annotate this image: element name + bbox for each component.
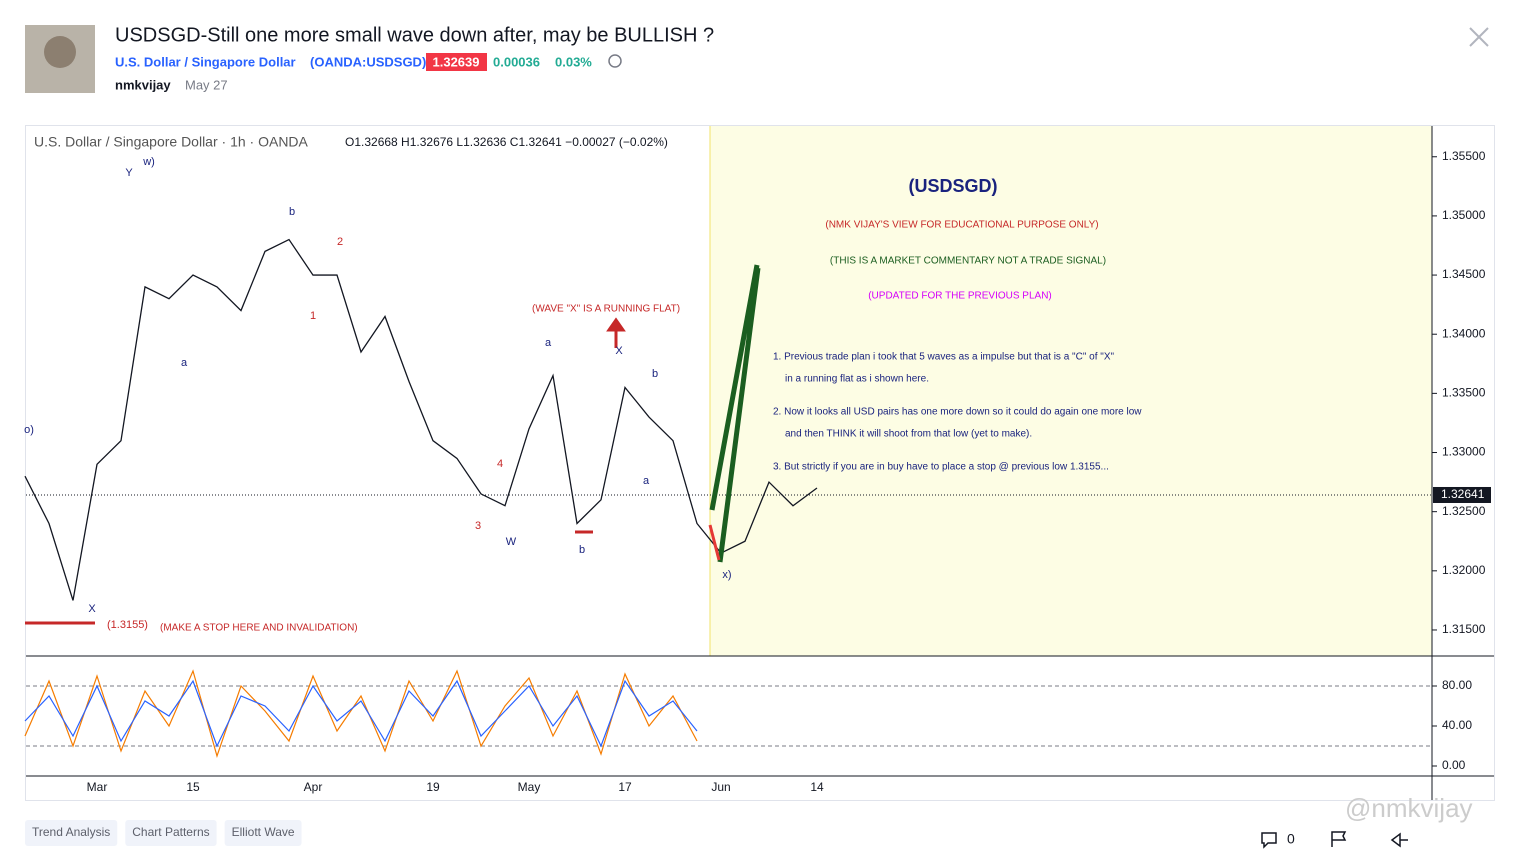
annotation: (1.3155) [107,619,148,631]
tag[interactable] [224,820,302,846]
y-tick-label: 80.00 [1442,678,1472,692]
wave-label: 1 [310,310,316,322]
x-tick-label: 15 [186,780,200,794]
flag-icon[interactable] [1331,831,1347,847]
wave-label: 3 [475,520,481,532]
tag[interactable] [125,820,217,846]
wave-label: b [289,206,295,218]
wave-label: 4 [497,458,503,470]
note-line: 1. Previous trade plan i took that 5 wav… [773,352,1114,363]
wave-label: Y [125,167,133,179]
price-badge [426,53,487,71]
price: 1.32639 [433,54,480,69]
change-pct: 0.03% [555,54,592,69]
chart-symbol: U.S. Dollar / Singapore Dollar · 1h · OA… [34,134,309,150]
share-icon[interactable] [1390,832,1408,848]
change: 0.00036 [493,54,540,69]
chart-ohlc: O1.32668 H1.32676 L1.32636 C1.32641 −0.0… [345,135,668,149]
x-tick-label: 17 [618,780,632,794]
note-line: in a running flat as i shown here. [785,374,929,385]
disclaimer: (THIS IS A MARKET COMMENTARY NOT A TRADE… [830,256,1106,267]
note-title: (USDSGD) [909,176,998,196]
y-tick-label: 1.32500 [1442,504,1486,518]
wave-label: b [652,368,658,380]
y-tick-label: 1.34500 [1442,267,1486,281]
tag-label[interactable]: Trend Analysis [32,825,110,839]
disclaimer: (UPDATED FOR THE PREVIOUS PLAN) [868,291,1052,302]
y-tick-label: 1.35000 [1442,208,1486,222]
last-price-badge [1433,486,1491,503]
y-tick-label: 0.00 [1442,758,1466,772]
tag-label[interactable]: Chart Patterns [132,825,209,839]
comment-icon[interactable] [1261,832,1277,849]
price-line [24,679,698,748]
symbol-name[interactable]: U.S. Dollar / Singapore Dollar [115,54,296,69]
wave-label: w) [142,156,155,168]
price-line [24,238,818,601]
wave-label: o) [24,424,34,436]
y-tick-label: 40.00 [1442,718,1472,732]
x-tick-label: 14 [810,780,824,794]
annotation: (MAKE A STOP HERE AND INVALIDATION) [160,623,358,634]
x-tick-label: May [518,780,541,794]
date: May 27 [185,77,228,92]
wave-label: X [615,345,623,357]
y-tick-label: 1.35500 [1442,149,1486,163]
wave-label: W [506,536,517,548]
note-line: 3. But strictly if you are in buy have t… [773,462,1109,473]
symbol-code[interactable]: (OANDA:USDSGD) [310,54,426,69]
y-tick-label: 1.33000 [1442,445,1486,459]
wave-label: x) [722,569,731,581]
note-line: 2. Now it looks all USD pairs has one mo… [773,407,1142,418]
author[interactable]: nmkvijay [115,77,171,92]
annotation: (WAVE "X" IS A RUNNING FLAT) [532,304,680,315]
last-price-label: 1.32641 [1441,487,1485,501]
note-line: and then THINK it will shoot from that l… [785,429,1032,440]
wave-label: b [579,544,585,556]
close-button[interactable] [1469,27,1489,47]
y-tick-label: 1.32000 [1442,563,1486,577]
tag-list: Trend Analysis Chart Patterns Elliott Wave [25,820,302,846]
chart-layer: 1.31500 1.32000 1.32500 1.33000 1.33500 1.340… [24,149,1491,794]
wave-label: a [181,357,188,369]
disclaimer: (NMK VIJAY'S VIEW FOR EDUCATIONAL PURPOS… [825,220,1098,231]
tag-label[interactable]: Elliott Wave [232,825,295,839]
watermark: @nmkvijay [1345,793,1473,823]
wave-label: 2 [337,236,343,248]
avatar-face [44,36,76,68]
tag[interactable] [25,820,118,846]
x-tick-label: Apr [304,780,323,794]
x-tick-label: 19 [426,780,440,794]
wave-segment [708,524,721,561]
idea-title: USDSGD-Still one more small wave down af… [115,24,714,46]
comment-count: 0 [1287,831,1295,847]
wave-label: a [545,337,552,349]
y-tick-label: 1.33500 [1442,386,1486,400]
wave-label: X [88,603,96,615]
arrow-up [606,317,626,348]
projection-lines [709,264,761,563]
x-tick-label: Jun [711,780,730,794]
x-tick-label: Mar [87,780,108,794]
alert-icon[interactable] [608,54,622,68]
y-tick-label: 1.34000 [1442,326,1486,340]
wave-label: a [643,475,650,487]
y-tick-label: 1.31500 [1442,622,1486,636]
note-background [710,126,1432,656]
